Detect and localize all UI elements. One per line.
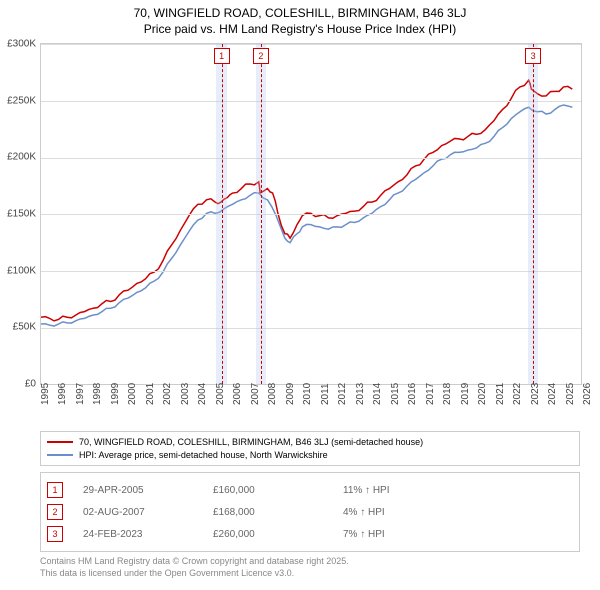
x-tick-label: 2009 xyxy=(285,383,296,405)
x-tick-label: 1999 xyxy=(110,383,121,405)
x-tick-label: 2020 xyxy=(477,383,488,405)
y-tick-label: £250K xyxy=(7,95,36,106)
marker-line xyxy=(261,44,262,384)
legend-row: 70, WINGFIELD ROAD, COLESHILL, BIRMINGHA… xyxy=(47,436,573,449)
chart-title: 70, WINGFIELD ROAD, COLESHILL, BIRMINGHA… xyxy=(0,0,600,37)
marker-line xyxy=(222,44,223,384)
x-tick-label: 1995 xyxy=(40,383,51,405)
series-price_paid xyxy=(41,80,572,321)
x-tick-label: 2004 xyxy=(197,383,208,405)
x-tick-label: 2012 xyxy=(337,383,348,405)
x-tick-label: 2026 xyxy=(582,383,593,405)
x-tick-label: 2001 xyxy=(145,383,156,405)
x-tick-label: 2016 xyxy=(407,383,418,405)
event-row: 2 02-AUG-2007£168,0004% ↑ HPI xyxy=(47,501,573,523)
y-tick-label: £50K xyxy=(13,322,36,333)
legend-swatch xyxy=(47,454,73,456)
x-tick-label: 2025 xyxy=(565,383,576,405)
marker-number-box: 2 xyxy=(253,48,269,64)
event-number: 3 xyxy=(47,526,63,542)
legend-swatch xyxy=(47,441,73,443)
attribution-line1: Contains HM Land Registry data © Crown c… xyxy=(40,556,580,568)
x-tick-label: 2022 xyxy=(512,383,523,405)
gridline-h xyxy=(41,328,581,329)
event-price: £168,000 xyxy=(213,507,343,518)
event-date: 29-APR-2005 xyxy=(83,485,213,496)
gridline-h xyxy=(41,214,581,215)
x-tick-label: 2000 xyxy=(127,383,138,405)
x-tick-label: 1997 xyxy=(75,383,86,405)
x-tick-label: 2017 xyxy=(425,383,436,405)
x-tick-label: 2019 xyxy=(460,383,471,405)
legend-label: HPI: Average price, semi-detached house,… xyxy=(79,449,328,462)
y-tick-label: £150K xyxy=(7,209,36,220)
event-delta: 11% ↑ HPI xyxy=(343,485,473,496)
x-tick-label: 2003 xyxy=(180,383,191,405)
x-tick-label: 2014 xyxy=(372,383,383,405)
events-table: 1 29-APR-2005£160,00011% ↑ HPI 2 02-AUG-200… xyxy=(40,472,580,552)
marker-line xyxy=(533,44,534,384)
x-tick-label: 2005 xyxy=(215,383,226,405)
attribution-line2: This data is licensed under the Open Gov… xyxy=(40,568,580,580)
y-tick-label: £200K xyxy=(7,152,36,163)
x-tick-label: 1996 xyxy=(57,383,68,405)
title-line1: 70, WINGFIELD ROAD, COLESHILL, BIRMINGHA… xyxy=(0,6,600,22)
event-delta: 7% ↑ HPI xyxy=(343,529,473,540)
x-tick-label: 2011 xyxy=(320,384,331,406)
x-tick-label: 2010 xyxy=(302,383,313,405)
x-tick-label: 2023 xyxy=(530,383,541,405)
title-line2: Price paid vs. HM Land Registry's House … xyxy=(0,22,600,38)
event-price: £260,000 xyxy=(213,529,343,540)
x-tick-label: 2007 xyxy=(250,383,261,405)
event-number: 2 xyxy=(47,504,63,520)
x-axis-labels: 1995 1996 1997 1998 1999 2000 2001 2002 2003 2004… xyxy=(40,385,582,425)
event-date: 02-AUG-2007 xyxy=(83,507,213,518)
chart-plot-area: 1 2 3 xyxy=(40,43,582,385)
chart-legend: 70, WINGFIELD ROAD, COLESHILL, BIRMINGHA… xyxy=(40,431,580,466)
y-tick-label: £100K xyxy=(7,265,36,276)
gridline-h xyxy=(41,158,581,159)
event-row: 1 29-APR-2005£160,00011% ↑ HPI xyxy=(47,479,573,501)
x-tick-label: 2006 xyxy=(232,383,243,405)
marker-number-box: 3 xyxy=(525,48,541,64)
gridline-h xyxy=(41,44,581,45)
event-delta: 4% ↑ HPI xyxy=(343,507,473,518)
event-date: 24-FEB-2023 xyxy=(83,529,213,540)
event-price: £160,000 xyxy=(213,485,343,496)
y-tick-label: £300K xyxy=(7,39,36,50)
attribution-text: Contains HM Land Registry data © Crown c… xyxy=(40,556,580,579)
gridline-h xyxy=(41,101,581,102)
event-number: 1 xyxy=(47,482,63,498)
x-tick-label: 2008 xyxy=(267,383,278,405)
legend-row: HPI: Average price, semi-detached house,… xyxy=(47,449,573,462)
x-tick-label: 2015 xyxy=(390,383,401,405)
legend-label: 70, WINGFIELD ROAD, COLESHILL, BIRMINGHA… xyxy=(79,436,423,449)
event-row: 3 24-FEB-2023£260,0007% ↑ HPI xyxy=(47,523,573,545)
x-tick-label: 2018 xyxy=(442,383,453,405)
gridline-h xyxy=(41,271,581,272)
y-axis-labels: £0£50K£100K£150K£200K£250K£300K xyxy=(0,44,38,384)
x-tick-label: 1998 xyxy=(92,383,103,405)
x-tick-label: 2021 xyxy=(495,383,506,405)
y-tick-label: £0 xyxy=(25,379,36,390)
marker-number-box: 1 xyxy=(214,48,230,64)
x-tick-label: 2013 xyxy=(355,383,366,405)
x-tick-label: 2002 xyxy=(162,383,173,405)
x-tick-label: 2024 xyxy=(547,383,558,405)
